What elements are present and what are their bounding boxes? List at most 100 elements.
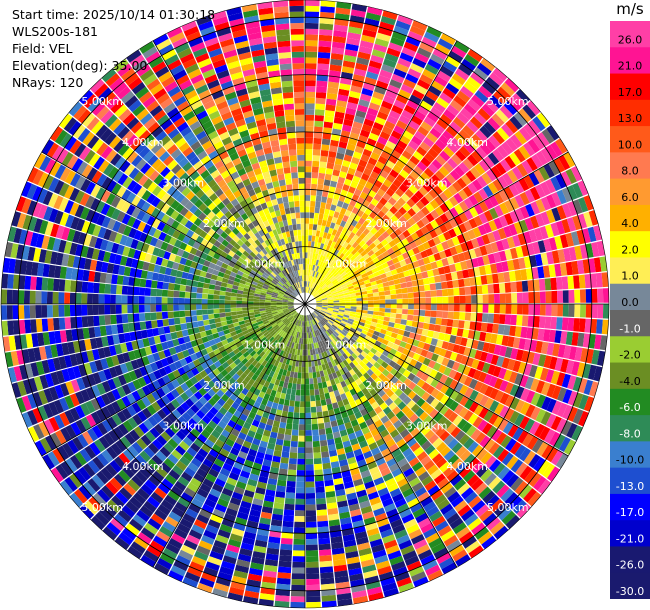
velocity-gate	[261, 581, 276, 590]
velocity-gate	[530, 201, 541, 215]
velocity-gate	[336, 356, 343, 364]
velocity-gate	[285, 333, 290, 340]
velocity-gate	[392, 327, 400, 334]
velocity-gate	[407, 287, 414, 293]
velocity-gate	[300, 401, 305, 408]
velocity-gate	[458, 189, 469, 201]
velocity-gate	[215, 534, 229, 544]
velocity-gate	[367, 461, 378, 470]
velocity-gate	[318, 273, 323, 280]
velocity-gate	[138, 313, 146, 322]
velocity-gate	[469, 321, 477, 331]
velocity-gate	[271, 293, 278, 297]
velocity-gate	[282, 298, 289, 301]
velocity-gate	[329, 327, 335, 333]
velocity-gate	[271, 297, 277, 300]
velocity-gate	[348, 186, 356, 194]
velocity-gate	[106, 522, 121, 536]
velocity-gate	[87, 478, 101, 493]
velocity-gate	[300, 395, 305, 402]
velocity-gate	[91, 385, 101, 398]
velocity-gate	[331, 216, 338, 224]
velocity-gate	[196, 338, 204, 346]
velocity-gate	[282, 338, 287, 345]
velocity-gate	[316, 286, 322, 292]
velocity-gate	[284, 399, 290, 406]
velocity-gate	[382, 534, 396, 544]
velocity-gate	[539, 367, 549, 381]
velocity-gate	[595, 272, 603, 288]
velocity-gate	[318, 46, 331, 53]
velocity-gate	[322, 286, 329, 291]
velocity-gate	[226, 358, 234, 366]
velocity-gate	[211, 443, 222, 453]
velocity-gate	[372, 288, 379, 293]
velocity-gate	[123, 483, 137, 496]
velocity-gate	[512, 360, 522, 373]
velocity-gate	[329, 64, 342, 72]
velocity-gate	[591, 349, 600, 365]
velocity-gate	[523, 363, 533, 376]
velocity-gate	[98, 304, 105, 315]
velocity-gate	[244, 319, 251, 324]
velocity-gate	[172, 465, 184, 476]
velocity-gate	[386, 326, 394, 332]
velocity-gate	[578, 274, 586, 289]
velocity-gate	[166, 260, 174, 269]
velocity-gate	[290, 336, 295, 343]
velocity-gate	[311, 313, 316, 319]
velocity-gate	[343, 154, 353, 162]
velocity-gate	[18, 229, 28, 245]
velocity-gate	[282, 526, 294, 534]
velocity-gate	[138, 304, 145, 313]
velocity-gate	[476, 175, 488, 188]
velocity-gate	[335, 442, 344, 450]
velocity-gate	[519, 447, 532, 462]
velocity-gate	[288, 307, 295, 311]
velocity-gate	[129, 267, 137, 278]
velocity-gate	[336, 1, 352, 10]
velocity-gate	[76, 328, 85, 340]
velocity-gate	[129, 518, 144, 532]
velocity-gate	[315, 317, 320, 323]
velocity-gate	[314, 360, 319, 367]
velocity-gate	[344, 445, 353, 454]
velocity-gate	[306, 538, 318, 545]
velocity-gate	[419, 265, 427, 273]
velocity-gate	[330, 139, 339, 147]
velocity-gate	[404, 325, 412, 332]
velocity-gate	[294, 516, 305, 522]
velocity-gate	[325, 264, 330, 271]
velocity-gate	[374, 419, 384, 428]
velocity-gate	[308, 326, 311, 333]
velocity-gate	[348, 503, 360, 512]
velocity-gate	[239, 470, 251, 479]
velocity-gate	[314, 330, 318, 337]
velocity-gate	[146, 545, 162, 558]
velocity-gate	[426, 111, 440, 123]
velocity-gate	[382, 250, 390, 258]
velocity-gate	[24, 275, 32, 290]
velocity-gate	[288, 305, 294, 308]
velocity-gate	[309, 343, 313, 350]
velocity-gate	[366, 486, 377, 495]
velocity-gate	[199, 577, 215, 588]
velocity-gate	[499, 314, 506, 325]
velocity-gate	[157, 409, 167, 420]
velocity-gate	[211, 545, 226, 555]
velocity-gate	[339, 239, 346, 247]
velocity-gate	[359, 284, 366, 289]
velocity-gate	[583, 379, 594, 395]
velocity-gate	[157, 557, 173, 570]
velocity-gate	[305, 493, 316, 499]
velocity-gate	[308, 314, 312, 321]
velocity-gate	[54, 210, 64, 225]
velocity-gate	[359, 129, 371, 138]
velocity-gate	[467, 229, 477, 240]
velocity-gate	[385, 545, 400, 555]
velocity-gate	[366, 376, 375, 384]
velocity-gate	[441, 289, 449, 297]
velocity-gate	[176, 351, 185, 360]
velocity-gate	[332, 41, 346, 49]
velocity-gate	[248, 292, 255, 296]
